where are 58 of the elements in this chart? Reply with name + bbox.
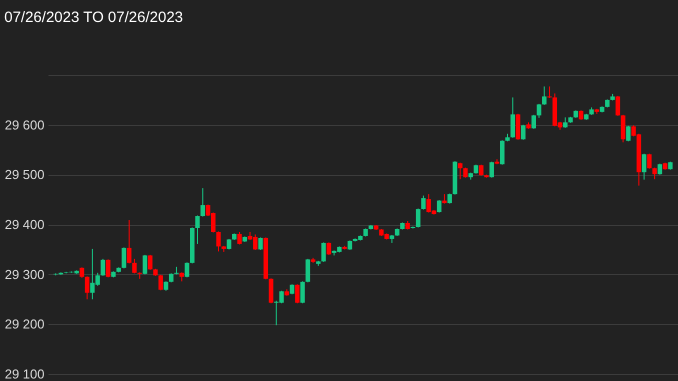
candlestick [542, 86, 547, 106]
candlestick [295, 284, 300, 304]
candlestick [290, 284, 294, 295]
candlestick [148, 254, 152, 270]
candlestick [258, 236, 263, 250]
candlestick [326, 242, 332, 256]
candlestick [463, 167, 468, 178]
candlestick [563, 116, 568, 128]
candlestick [184, 262, 190, 278]
y-tick-label: 29 100 [4, 366, 44, 381]
candlestick [416, 208, 420, 228]
y-tick-label: 29 500 [4, 167, 44, 182]
candlestick [216, 230, 221, 252]
y-tick-label: 29 300 [4, 266, 44, 282]
candlestick [158, 274, 163, 291]
candlestick [421, 195, 426, 210]
candlestick [489, 161, 494, 178]
candlestick [80, 266, 84, 278]
candlestick [547, 86, 552, 98]
candlestick [348, 240, 352, 250]
candlestick [626, 125, 631, 142]
candlestick [647, 153, 652, 170]
y-tick-label: 29 200 [4, 316, 44, 332]
chart-title: 07/26/2023 TO 07/26/2023 [4, 9, 184, 26]
candlestick [300, 280, 305, 304]
candlestick [478, 164, 484, 176]
candlestick [132, 258, 137, 274]
candlestick [658, 163, 662, 176]
candlestick [237, 231, 242, 245]
candlestick [84, 276, 90, 300]
candlestick [642, 153, 646, 180]
candlestick [510, 96, 515, 138]
candlestick [106, 258, 110, 278]
candlestick [306, 258, 310, 283]
candlestick [620, 114, 626, 143]
y-tick-label: 29 600 [4, 117, 44, 132]
candlestick [536, 103, 542, 118]
candlestick [226, 238, 232, 250]
candlestick [578, 110, 584, 120]
candlestick [268, 278, 274, 304]
candlestick [521, 124, 526, 140]
candlestick [500, 140, 504, 166]
candlestick [195, 215, 200, 244]
candlestick [447, 193, 452, 204]
candlestick [442, 194, 447, 204]
y-tick-label: 29 400 [4, 217, 44, 232]
candlestick [164, 280, 168, 292]
candlestick [616, 95, 620, 116]
candlestick [100, 258, 106, 276]
candlestick [458, 162, 462, 180]
candlestick [200, 188, 205, 218]
candlestick [142, 254, 148, 275]
candlestick [126, 220, 132, 264]
candlestick [122, 246, 126, 269]
candlestick [532, 114, 536, 130]
candlestick [321, 242, 326, 262]
candlestick [652, 167, 657, 180]
candlestick [436, 200, 442, 214]
